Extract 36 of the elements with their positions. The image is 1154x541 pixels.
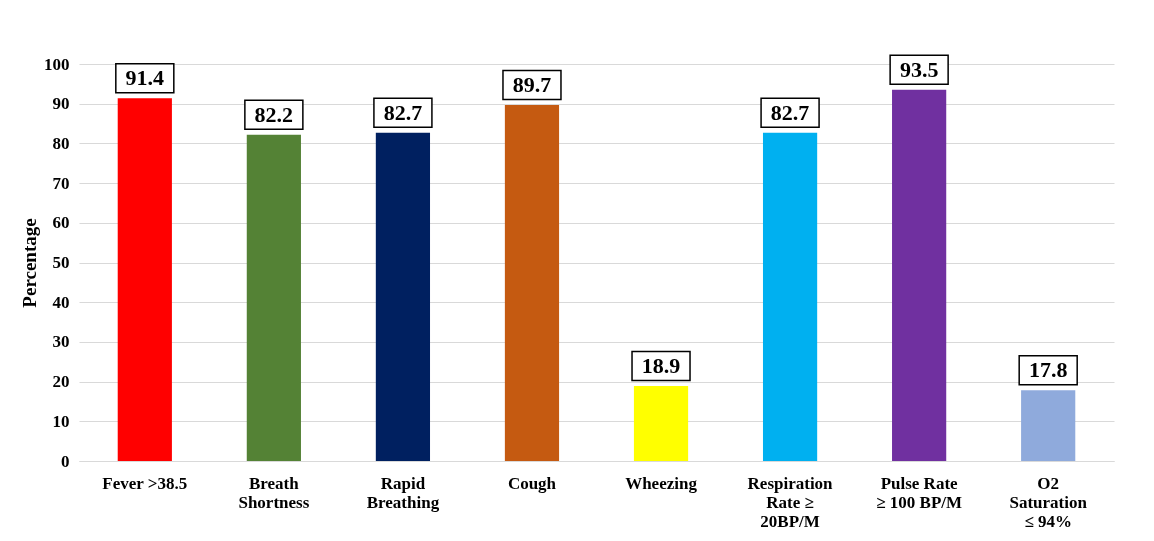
x-tick-label: Pulse Rate ≥ 100 BP/M [876,473,963,512]
x-tick-label: Wheezing [625,473,698,493]
data-label: 17.8 [1028,357,1068,383]
bar [892,89,947,461]
data-label: 82.7 [770,99,810,125]
data-label: 82.2 [254,101,294,127]
bar [117,98,172,461]
bar [375,132,431,461]
x-tick-label: Breath Shortness [238,473,310,512]
y-axis-title: Percentage [19,218,40,308]
y-tick-label: 100 [44,54,70,74]
bar [246,134,301,461]
bar [504,104,560,461]
y-tick-label: 90 [52,94,70,114]
y-tick-label: 30 [52,332,70,352]
data-label: 89.7 [512,71,552,97]
y-tick-label: 0 [61,451,70,471]
y-tick-label: 80 [52,133,70,153]
data-label: 93.5 [899,56,939,82]
y-tick-label: 40 [52,292,70,312]
x-tick-label: Rapid Breathing [366,473,440,512]
data-label: 91.4 [125,65,165,91]
y-tick-label: 50 [52,253,70,272]
bar [762,132,818,461]
x-tick-label: Cough [507,473,557,493]
y-tick-label: 60 [52,213,70,233]
x-tick-label: O2 Saturation ≤ 94% [1009,473,1088,531]
y-tick-label: 70 [52,173,70,193]
data-label: 18.9 [641,352,681,378]
x-tick-label: Fever >38.5 [102,473,188,493]
bar [1021,390,1076,461]
y-tick-label: 20 [52,372,70,392]
x-tick-label: Respiration Rate ≥ 20BP/M [747,473,834,531]
bar [633,385,689,461]
data-label: 82.7 [383,99,423,125]
y-tick-label: 10 [52,411,70,431]
